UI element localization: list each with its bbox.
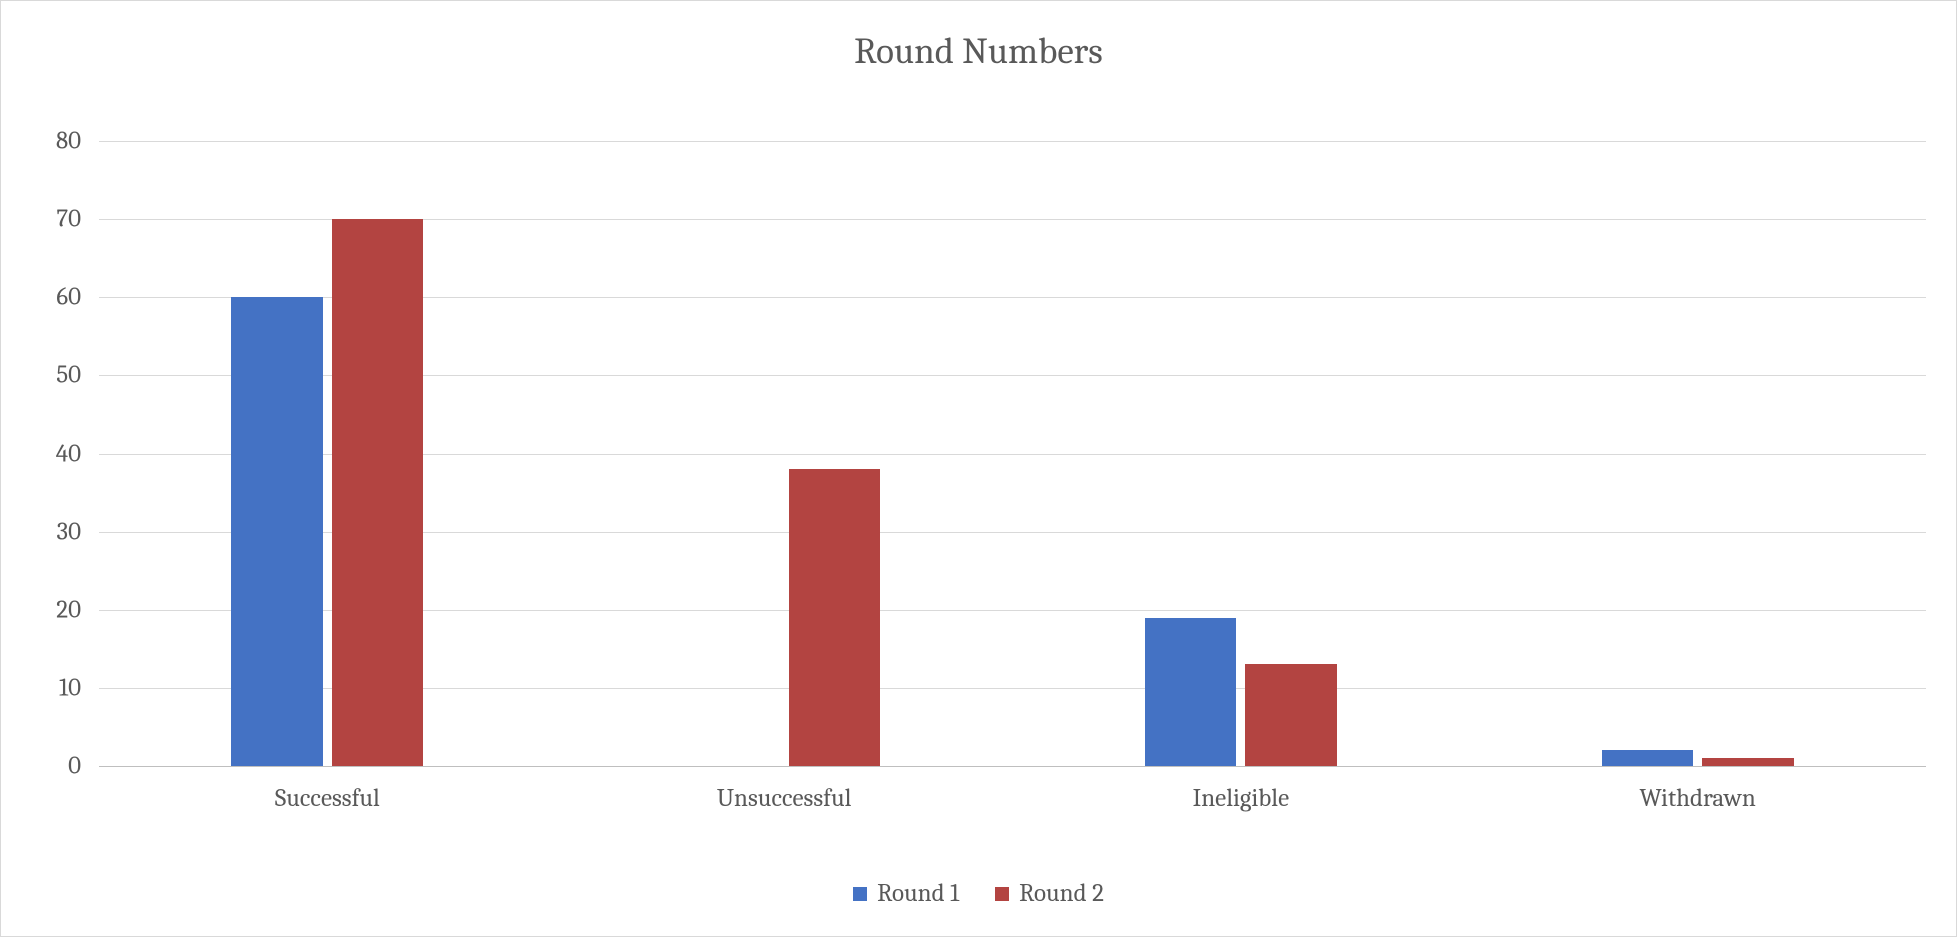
chart-title: Round Numbers (1, 31, 1956, 73)
y-tick-label: 10 (59, 673, 99, 702)
bar (332, 219, 423, 766)
y-tick-label: 80 (56, 127, 99, 156)
y-tick-label: 70 (56, 205, 99, 234)
y-tick-label: 0 (68, 752, 99, 781)
y-tick-label: 30 (57, 517, 99, 546)
legend: Round 1 Round 2 (1, 879, 1956, 909)
chart-container: Round Numbers 01020304050607080Successfu… (0, 0, 1957, 937)
legend-label: Round 1 (877, 879, 959, 908)
x-tick-label: Successful (275, 766, 380, 813)
y-tick-label: 40 (56, 439, 99, 468)
plot-area: 01020304050607080SuccessfulUnsuccessfulI… (99, 141, 1926, 766)
x-tick-label: Ineligible (1193, 766, 1289, 813)
bar (789, 469, 880, 766)
bar (1702, 758, 1793, 766)
legend-item: Round 2 (995, 879, 1104, 908)
legend-label: Round 2 (1019, 879, 1104, 908)
x-tick-label: Unsuccessful (717, 766, 852, 813)
bar (1145, 618, 1236, 766)
y-tick-label: 60 (56, 283, 99, 312)
grid-line (99, 141, 1926, 142)
y-tick-label: 20 (56, 595, 99, 624)
legend-item: Round 1 (853, 879, 959, 908)
y-tick-label: 50 (56, 361, 99, 390)
bar (1602, 750, 1693, 766)
legend-swatch (853, 887, 867, 901)
bar (231, 297, 322, 766)
bar (1245, 664, 1336, 766)
legend-swatch (995, 887, 1009, 901)
x-tick-label: Withdrawn (1639, 766, 1755, 813)
